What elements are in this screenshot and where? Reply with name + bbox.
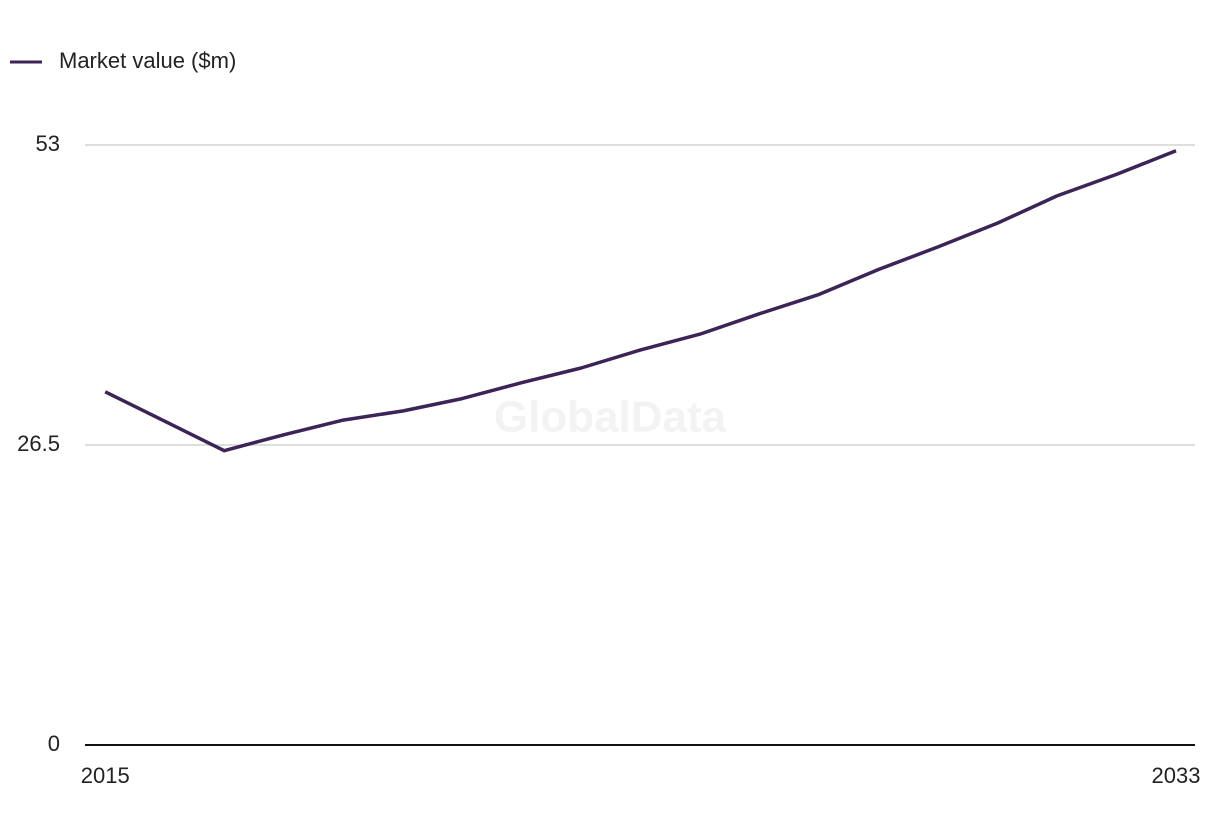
x-tick-label: 2015	[81, 763, 130, 788]
watermark: GlobalData	[494, 393, 727, 442]
line-series	[104, 149, 1177, 453]
y-tick-label: 53	[36, 131, 60, 156]
y-tick-label: 26.5	[17, 431, 60, 456]
legend-label: Market value ($m)	[59, 48, 236, 73]
x-tick-label: 2033	[1151, 763, 1200, 788]
y-tick-label: 0	[48, 731, 60, 756]
